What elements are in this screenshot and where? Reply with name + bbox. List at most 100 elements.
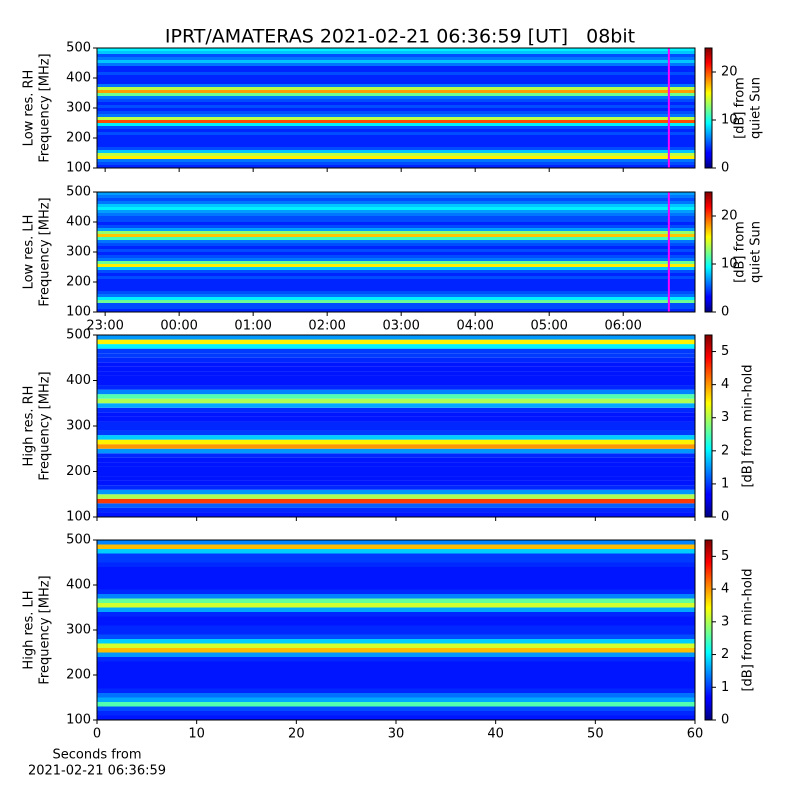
- heat-row: [97, 192, 695, 195]
- colorbar-tick-label: 1: [721, 476, 729, 491]
- heat-row: [97, 231, 695, 234]
- heat-row: [97, 435, 695, 440]
- heat-row: [97, 96, 695, 99]
- heat-row: [97, 141, 695, 144]
- heat-row: [97, 288, 695, 291]
- heat-row: [97, 385, 695, 390]
- y-tick-label: 100: [66, 510, 91, 525]
- heat-row: [97, 150, 695, 153]
- heat-row: [97, 117, 695, 120]
- heat-row: [97, 471, 695, 477]
- heat-row: [97, 444, 695, 449]
- heat-row: [97, 198, 695, 201]
- x-tick-label: 23:00: [86, 319, 123, 334]
- heat-row: [97, 507, 695, 513]
- y-axis-label: Low res. LH: [22, 215, 37, 290]
- colorbar: [704, 47, 713, 169]
- heat-row: [97, 412, 695, 417]
- heat-row: [97, 213, 695, 216]
- heat-row: [97, 57, 695, 60]
- colorbar-tick-label: 0: [721, 510, 729, 525]
- heat-row: [97, 675, 695, 680]
- heat-row: [97, 216, 695, 219]
- heat-row: [97, 512, 695, 517]
- heat-row: [97, 594, 695, 599]
- heat-row: [97, 607, 695, 612]
- heat-row: [97, 562, 695, 567]
- y-tick-label: 300: [66, 623, 91, 638]
- heat-row: [97, 558, 695, 563]
- heat-row: [97, 630, 695, 635]
- y-axis-label: Frequency [MHz]: [38, 575, 53, 684]
- heat-row: [97, 403, 695, 408]
- heat-row: [97, 670, 695, 675]
- y-axis-label: High res. LH: [22, 590, 37, 669]
- heat-row: [97, 255, 695, 258]
- heat-row: [97, 697, 695, 702]
- heat-row: [97, 84, 695, 87]
- x-axis-label: Seconds from: [52, 748, 141, 763]
- heat-row: [97, 306, 695, 309]
- heat-row: [97, 156, 695, 159]
- heat-row: [97, 702, 695, 707]
- heat-row: [97, 688, 695, 693]
- colorbar-tick-label: 0: [721, 713, 729, 728]
- heat-row: [97, 679, 695, 684]
- heat-row: [97, 297, 695, 300]
- y-tick-label: 200: [66, 131, 91, 146]
- colorbar-tick-label: 1: [721, 680, 729, 695]
- heat-row: [97, 246, 695, 249]
- heat-row: [97, 54, 695, 57]
- heat-row: [97, 598, 695, 603]
- colorbar-label: quiet Sun: [749, 221, 764, 283]
- heat-row: [97, 394, 695, 399]
- x-tick-label: 06:00: [604, 319, 641, 334]
- heat-row: [97, 639, 695, 644]
- heat-row: [97, 621, 695, 626]
- x-tick-label: 10: [188, 727, 205, 742]
- heat-row: [97, 270, 695, 273]
- heat-row: [97, 210, 695, 213]
- heat-row: [97, 348, 695, 354]
- heat-row: [97, 147, 695, 150]
- x-tick-label: 60: [687, 727, 704, 742]
- heat-row: [97, 503, 695, 508]
- colorbar: [704, 334, 713, 518]
- colorbar-label: [dB] from min-hold: [741, 364, 756, 487]
- heat-row: [97, 195, 695, 198]
- heat-row: [97, 480, 695, 486]
- colorbar-tick-label: 5: [721, 344, 729, 359]
- heat-row: [97, 153, 695, 156]
- colorbar-tick-label: 20: [721, 209, 738, 224]
- heat-row: [97, 344, 695, 349]
- heat-row: [97, 237, 695, 240]
- y-axis-label: Frequency [MHz]: [38, 371, 53, 480]
- heat-row: [97, 69, 695, 72]
- heat-row: [97, 132, 695, 135]
- y-axis-label: Low res. RH: [22, 70, 37, 147]
- heat-row: [97, 114, 695, 117]
- heat-row: [97, 398, 695, 404]
- heat-row: [97, 666, 695, 671]
- heat-row: [97, 567, 695, 572]
- heat-row: [97, 684, 695, 689]
- heat-row: [97, 603, 695, 608]
- heat-row: [97, 159, 695, 162]
- x-tick-label: 03:00: [382, 319, 419, 334]
- heat-row: [97, 540, 695, 545]
- y-tick-label: 200: [66, 668, 91, 683]
- heat-row: [97, 99, 695, 102]
- heat-row: [97, 102, 695, 105]
- heat-row: [97, 339, 695, 345]
- heat-row: [97, 63, 695, 66]
- heat-row: [97, 201, 695, 204]
- heat-row: [97, 309, 695, 312]
- heat-row: [97, 652, 695, 657]
- heat-row: [97, 123, 695, 126]
- heat-row: [97, 75, 695, 78]
- heat-row: [97, 120, 695, 123]
- colorbar-tick-label: 20: [721, 65, 738, 80]
- x-tick-label: 05:00: [530, 319, 567, 334]
- y-axis-label: Frequency [MHz]: [38, 53, 53, 162]
